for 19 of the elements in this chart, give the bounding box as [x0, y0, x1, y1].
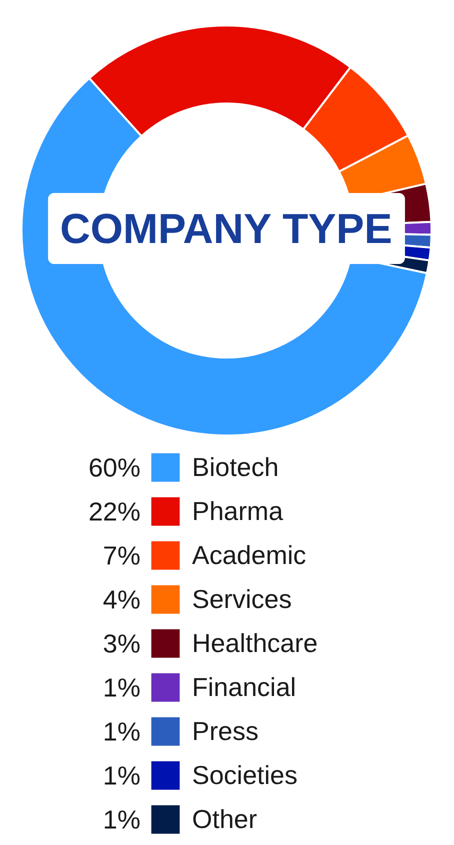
data-label: 1%	[102, 760, 140, 790]
data-label: 1%	[102, 716, 140, 746]
legend-label: Pharma	[192, 494, 284, 528]
data-label: 7%	[102, 540, 140, 570]
legend-label: Services	[192, 582, 292, 616]
data-label: 22%	[88, 496, 141, 526]
data-label: 1%	[102, 804, 140, 834]
legend-label: Other	[192, 802, 258, 836]
data-label: 3%	[102, 628, 140, 658]
legend-label: Biotech	[192, 450, 279, 484]
legend-label: Societies	[192, 758, 298, 792]
text: COMPANY TYPE	[60, 205, 392, 252]
data-label: 60%	[88, 452, 141, 482]
data-label: 4%	[102, 584, 140, 614]
data-label: 1%	[102, 672, 140, 702]
legend-label: Press	[192, 714, 258, 748]
legend-label: Financial	[192, 670, 296, 704]
legend-label: Healthcare	[192, 626, 318, 660]
legend-label: Academic	[192, 538, 306, 572]
